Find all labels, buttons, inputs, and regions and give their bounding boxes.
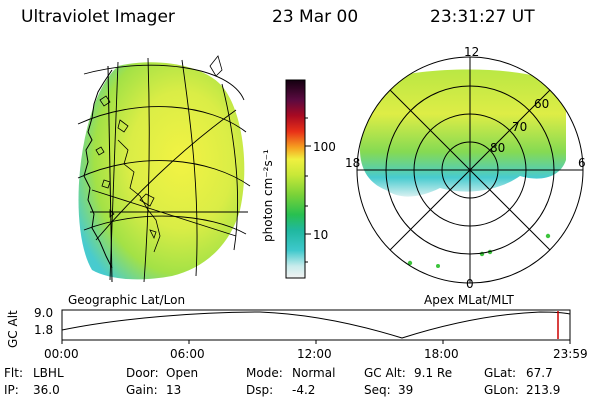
status-door-value: Open xyxy=(166,366,199,380)
status-ip-value: 36.0 xyxy=(33,383,60,397)
time-label: 23:31:27 UT xyxy=(430,7,535,27)
altitude-xtick-0600: 06:00 xyxy=(170,347,205,361)
altitude-xtick-1800: 18:00 xyxy=(424,347,459,361)
status-gcalt-value: 9.1 Re xyxy=(414,366,453,380)
status-dsp-value: -4.2 xyxy=(292,383,316,397)
altitude-xtick-2359: 23:59 xyxy=(553,347,588,361)
altitude-plot-frame xyxy=(61,309,571,341)
mlat-label-60: 60 xyxy=(534,97,550,111)
mlt-label-18: 18 xyxy=(345,156,361,170)
colorbar xyxy=(285,79,311,279)
auroral-oval-apex xyxy=(360,69,566,197)
coastline-outline xyxy=(83,69,113,269)
geographic-panel xyxy=(77,55,251,283)
altitude-curve xyxy=(61,311,571,339)
aurora-spot xyxy=(393,261,399,267)
globe-limb xyxy=(107,65,113,283)
apex-grid xyxy=(356,56,584,284)
colorbar-tick-10: 10 xyxy=(313,228,329,242)
colorbar-unit-label: photon cm⁻²s⁻¹ xyxy=(261,149,275,242)
status-gain-value: 13 xyxy=(166,383,182,397)
geographic-grid xyxy=(77,57,251,283)
status-mode-value: Normal xyxy=(292,366,336,380)
status-seq-value: 39 xyxy=(398,383,414,397)
status-glat-label: GLat: xyxy=(484,366,517,380)
colorbar-scale xyxy=(285,79,306,279)
status-seq-label: Seq: xyxy=(364,383,391,397)
colorbar-ticks xyxy=(305,117,311,263)
status-gcalt-label: GC Alt: xyxy=(364,366,406,380)
altitude-ytick-1.8: 1.8 xyxy=(34,323,54,337)
auroral-oval-geographic xyxy=(78,62,245,280)
mlat-label-80: 80 xyxy=(490,141,506,155)
colorbar-tick-100: 100 xyxy=(313,140,336,154)
geographic-caption: Geographic Lat/Lon xyxy=(68,293,186,307)
altitude-xtick-1200: 12:00 xyxy=(297,347,332,361)
altitude-plot xyxy=(61,309,571,344)
mlt-label-6: 6 xyxy=(578,156,586,170)
mlt-label-12: 12 xyxy=(464,45,480,59)
status-glon-label: GLon: xyxy=(484,383,519,397)
instrument-title: Ultraviolet Imager xyxy=(21,7,175,27)
coastline-inland xyxy=(117,139,161,253)
status-glon-value: 213.9 xyxy=(526,383,561,397)
date-label: 23 Mar 00 xyxy=(272,7,359,27)
altitude-ytick-9: 9.0 xyxy=(34,306,54,320)
status-mode-label: Mode: xyxy=(246,366,283,380)
aurora-spot xyxy=(545,233,551,239)
status-dsp-label: Dsp: xyxy=(246,383,274,397)
status-flt-value: LBHL xyxy=(33,366,64,380)
altitude-xticks xyxy=(61,340,571,344)
status-door-label: Door: xyxy=(126,366,159,380)
aurora-spot xyxy=(436,264,440,268)
aurora-spot xyxy=(407,260,413,266)
altitude-xtick-0000: 00:00 xyxy=(44,347,79,361)
mlat-label-70: 70 xyxy=(512,120,528,134)
apex-caption: Apex MLat/MLT xyxy=(424,293,514,307)
mlt-label-0: 0 xyxy=(466,277,474,291)
status-ip-label: IP: xyxy=(4,383,19,397)
status-flt-label: Flt: xyxy=(4,366,23,380)
status-gain-label: Gain: xyxy=(126,383,158,397)
apex-panel xyxy=(356,56,584,284)
altitude-ylabel: GC Alt xyxy=(6,310,20,348)
status-glat-value: 67.7 xyxy=(526,366,553,380)
